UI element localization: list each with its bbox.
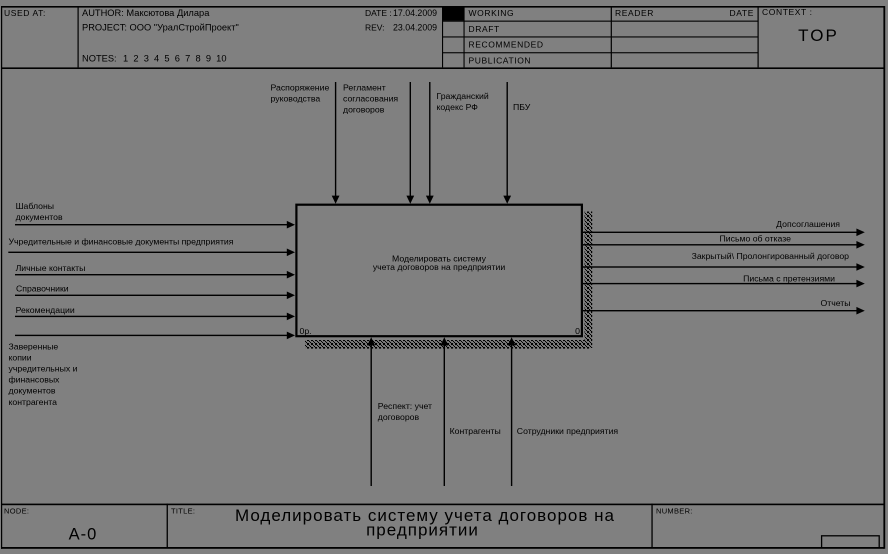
- svg-text:договоров: договоров: [343, 105, 385, 115]
- svg-text:DATE: DATE: [730, 8, 754, 18]
- svg-text:Отчеты: Отчеты: [820, 298, 850, 308]
- svg-text:A-0: A-0: [69, 526, 98, 544]
- svg-text:NOTES:: NOTES:: [82, 54, 117, 64]
- svg-text:кодекс РФ: кодекс РФ: [437, 102, 479, 112]
- svg-text:финансовых: финансовых: [9, 375, 61, 385]
- svg-text:Допсоглашения: Допсоглашения: [776, 219, 840, 229]
- svg-text:USED AT:: USED AT:: [4, 8, 46, 18]
- svg-text:Шаблоны: Шаблоны: [16, 201, 54, 211]
- svg-text:17.04.2009: 17.04.2009: [393, 8, 437, 18]
- svg-text:TOP: TOP: [798, 26, 839, 45]
- svg-text:учета договоров на предприятии: учета договоров на предприятии: [373, 262, 506, 272]
- svg-text:0р.: 0р.: [300, 326, 312, 336]
- svg-text:Регламент: Регламент: [343, 83, 386, 93]
- svg-text:Рекомендации: Рекомендации: [16, 305, 75, 315]
- svg-text:TITLE:: TITLE:: [171, 507, 195, 516]
- svg-text:согласования: согласования: [343, 94, 398, 104]
- svg-text:DATE :: DATE :: [365, 8, 392, 18]
- svg-text:RECOMMENDED: RECOMMENDED: [469, 40, 544, 50]
- svg-text:1 2 3 4 5 6 7 8 9 10: 1 2 3 4 5 6 7 8 9 10: [123, 54, 227, 64]
- svg-text:23.04.2009: 23.04.2009: [393, 23, 437, 33]
- svg-text:Личные контакты: Личные контакты: [16, 263, 86, 273]
- svg-text:учредительных и: учредительных и: [9, 364, 78, 374]
- svg-text:PROJECT: ООО "УралСтройПроект: PROJECT: ООО "УралСтройПроект": [82, 23, 239, 33]
- svg-text:NODE:: NODE:: [4, 507, 29, 516]
- svg-text:Контрагенты: Контрагенты: [450, 426, 501, 436]
- svg-text:Заверенные: Заверенные: [9, 341, 59, 351]
- svg-text:копии: копии: [9, 352, 32, 362]
- svg-text:NUMBER:: NUMBER:: [656, 507, 693, 516]
- svg-text:CONTEXT :: CONTEXT :: [762, 7, 813, 17]
- svg-text:Респект: учет: Респект: учет: [378, 401, 432, 411]
- svg-text:WORKING: WORKING: [469, 8, 515, 18]
- svg-text:ПБУ: ПБУ: [513, 102, 531, 112]
- svg-text:DRAFT: DRAFT: [469, 24, 500, 34]
- svg-text:предприятии: предприятии: [366, 521, 479, 540]
- svg-text:Распоряжение: Распоряжение: [271, 83, 330, 93]
- svg-text:Моделировать систему: Моделировать систему: [392, 254, 487, 264]
- svg-text:Учредительные и финансовые док: Учредительные и финансовые документы пре…: [9, 237, 234, 247]
- svg-text:AUTHOR: Максютова Дилара: AUTHOR: Максютова Дилара: [82, 8, 210, 18]
- svg-text:Сотрудники предприятия: Сотрудники предприятия: [517, 426, 619, 436]
- svg-text:Моделировать систему учета дог: Моделировать систему учета договоров на: [235, 506, 615, 525]
- svg-text:PUBLICATION: PUBLICATION: [469, 55, 532, 65]
- svg-text:документов: документов: [9, 386, 56, 396]
- svg-text:Письмо об отказе: Письмо об отказе: [720, 234, 792, 244]
- svg-text:Письма с претензиями: Письма с претензиями: [743, 273, 835, 283]
- svg-text:руководства: руководства: [271, 94, 321, 104]
- svg-text:Гражданский: Гражданский: [437, 91, 489, 101]
- svg-text:документов: документов: [16, 212, 63, 222]
- svg-text:0: 0: [575, 326, 580, 336]
- svg-text:REV:: REV:: [365, 23, 385, 33]
- svg-text:READER: READER: [615, 8, 654, 18]
- svg-text:Закрытый\ Пролонгированный дог: Закрытый\ Пролонгированный договор: [692, 251, 850, 261]
- svg-text:контрагента: контрагента: [9, 397, 58, 407]
- svg-text:договоров: договоров: [378, 412, 420, 422]
- svg-text:Справочники: Справочники: [16, 284, 69, 294]
